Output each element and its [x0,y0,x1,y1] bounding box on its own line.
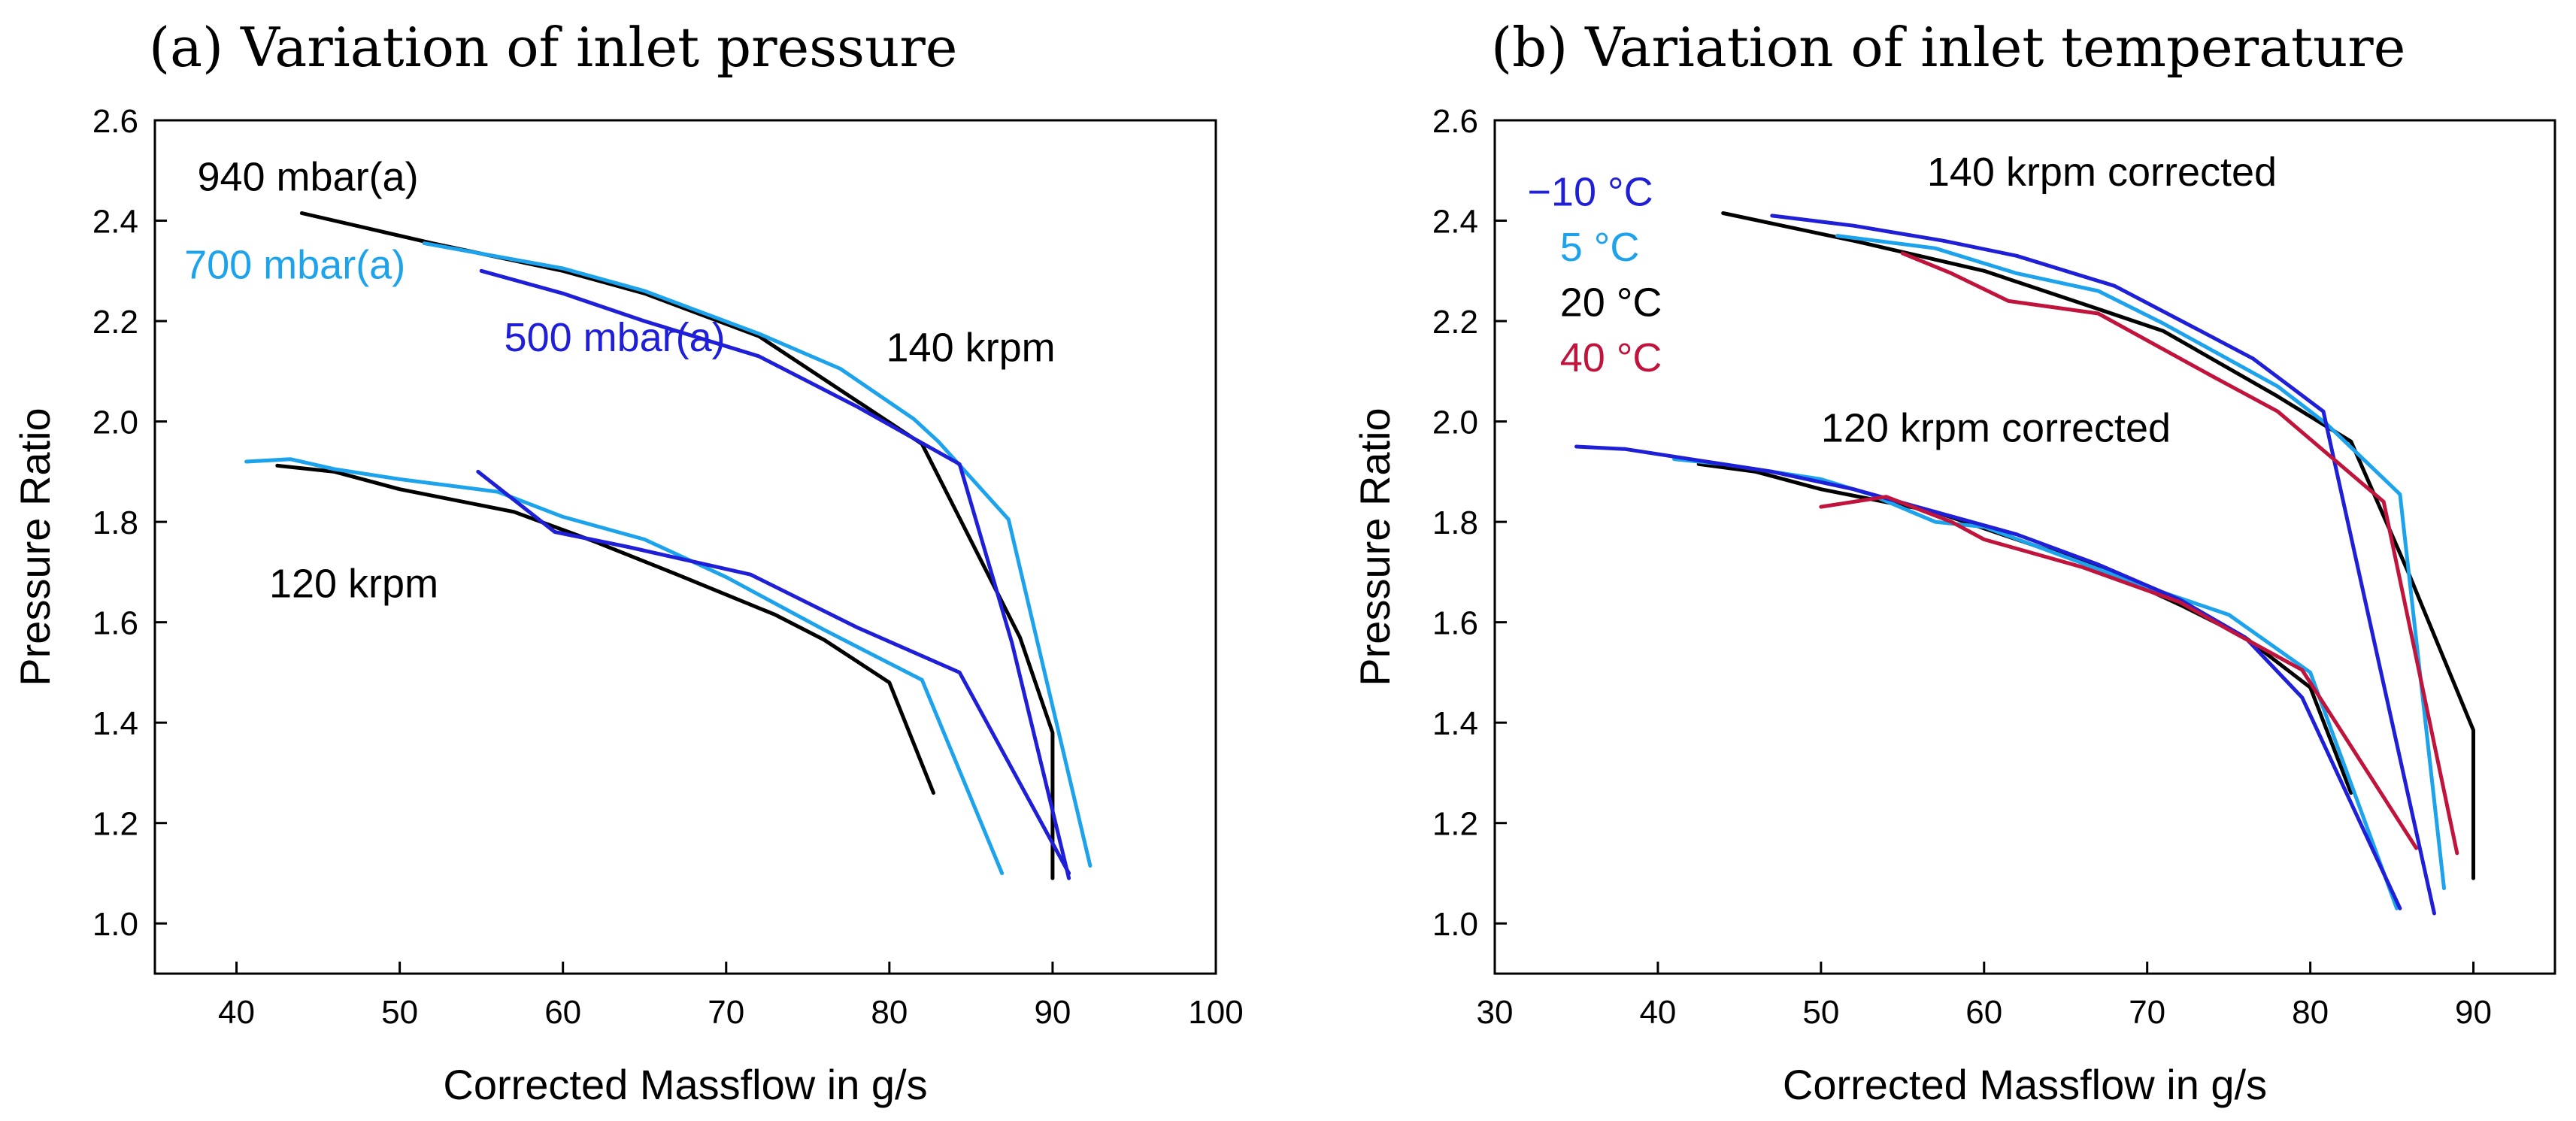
panel-b-y-tick-label: 2.6 [1432,103,1478,140]
panel-b-x-tick-label: 40 [1639,994,1676,1031]
panel-b-annotation-120-krpm-corrected: 120 krpm corrected [1821,405,2171,450]
panel-a-y-tick-label: 1.2 [92,806,138,843]
panel-a-annotation-940-mbar-a: 940 mbar(a) [197,154,418,199]
panel-a-ticks: 40 50 60 70 80 90 100 1.0 1.2 1.4 1.6 1.8 2.0 2.2 2.4 2… [92,103,1244,1031]
panel-a-x-tick-label: 90 [1034,994,1071,1031]
panel-b-y-tick-label: 1.8 [1432,504,1478,541]
panel-a-y-tick-label: 1.6 [92,605,138,642]
panel-a-series-500-mbar-a-140-krpm [479,268,1071,880]
panel-b-annotation-5-c: 5 °C [1560,225,1640,270]
panel-b-annotation-minus-10-c: −10 °C [1527,170,1653,215]
panel-a-series-500-mbar-a-120-krpm [476,469,1071,875]
panel-b-annotation-20-c: 20 °C [1560,280,1662,325]
panel-a-y-tick-label: 1.0 [92,906,138,943]
panel-b-series-20-c-140-krpm [1721,211,2475,880]
panel-a-annotation-500-mbar-a: 500 mbar(a) [505,315,726,360]
panel-a-x-tick-label: 70 [708,994,744,1031]
panel-a-annotation-140-krpm: 140 krpm [886,325,1056,370]
panel-a-title: (a) Variation of inlet pressure [149,16,957,79]
panel-b-y-tick-label: 1.0 [1432,906,1478,943]
panel-a: (a) Variation of inlet pressure 40 50 60 70… [11,16,1244,1108]
panel-a-y-tick-label: 1.8 [92,504,138,541]
panel-a-x-tick-label: 80 [871,994,908,1031]
panel-a-annotation-700-mbar-a: 700 mbar(a) [184,242,405,287]
panel-b-series-minus-10-c-140-krpm [1770,214,2436,916]
panel-b-x-tick-label: 80 [2292,994,2329,1031]
panel-b-x-tick-label: 30 [1477,994,1514,1031]
panel-b-series-5-c-140-krpm [1835,234,2446,890]
panel-b: (b) Variation of inlet temperature 30 40 5… [1351,16,2556,1108]
panel-b-series [1574,211,2475,916]
panel-b-annotations: 140 krpm corrected 120 krpm corrected −10 … [1527,150,2277,451]
panel-a-plot-frame [153,119,1217,975]
panel-a-y-axis-label: Pressure Ratio [11,407,59,686]
panel-b-annotation-40-c: 40 °C [1560,335,1662,380]
panel-a-x-tick-label: 100 [1188,994,1243,1031]
panel-b-plot-frame [1493,119,2556,975]
panel-b-series-minus-10-c-120-krpm [1574,444,2402,910]
panel-a-x-tick-label: 60 [544,994,581,1031]
panel-b-x-tick-label: 70 [2129,994,2165,1031]
panel-a-x-tick-label: 50 [381,994,418,1031]
panel-b-y-tick-label: 1.6 [1432,605,1478,642]
panel-a-x-axis-label: Corrected Massflow in g/s [443,1061,927,1108]
panel-a-annotation-120-krpm: 120 krpm [269,561,438,606]
panel-b-y-axis-label: Pressure Ratio [1351,407,1399,686]
panel-b-y-tick-label: 2.0 [1432,404,1478,441]
panel-a-x-tick-label: 40 [218,994,255,1031]
panel-b-series-40-c-120-krpm [1819,495,2419,850]
panel-b-x-tick-label: 90 [2455,994,2492,1031]
panel-b-y-tick-label: 1.2 [1432,806,1478,843]
panel-a-series-700-mbar-a-120-krpm [244,457,1005,875]
panel-a-y-tick-label: 1.4 [92,705,138,742]
panel-a-annotations: 940 mbar(a) 700 mbar(a) 500 mbar(a) 140 krp… [184,154,1056,606]
panel-b-title: (b) Variation of inlet temperature [1491,16,2405,79]
panel-b-x-tick-label: 60 [1965,994,2002,1031]
panel-a-y-tick-label: 2.4 [92,204,138,241]
panel-a-series-940-mbar-a-140-krpm [299,211,1055,880]
panel-b-y-tick-label: 2.4 [1432,204,1478,241]
panel-b-x-tick-label: 50 [1802,994,1839,1031]
panel-b-y-tick-label: 2.2 [1432,304,1478,341]
panel-b-annotation-140-krpm-corrected: 140 krpm corrected [1927,150,2277,195]
panel-a-series-940-mbar-a-120-krpm [275,463,935,795]
panel-a-y-tick-label: 2.2 [92,304,138,341]
panel-a-y-tick-label: 2.0 [92,404,138,441]
panel-b-ticks: 30 40 50 60 70 80 90 1.0 1.2 1.4 1.6 1.8 2.0 2.2 2.4 2.… [1432,103,2492,1031]
panel-a-series-700-mbar-a-140-krpm [422,241,1093,868]
panel-b-series-20-c-120-krpm [1696,462,2353,795]
panel-b-y-tick-label: 1.4 [1432,705,1478,742]
panel-a-y-tick-label: 2.6 [92,103,138,140]
panel-a-series [244,211,1093,880]
panel-b-series-40-c-140-krpm [1900,251,2459,856]
panel-b-x-axis-label: Corrected Massflow in g/s [1783,1061,2267,1108]
